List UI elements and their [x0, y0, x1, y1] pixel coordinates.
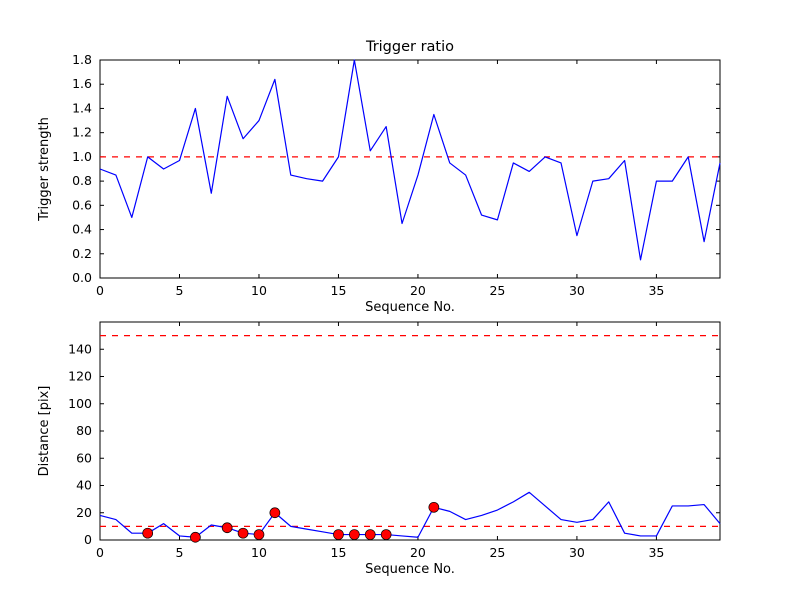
x-tick-label: 25 [489, 545, 505, 560]
x-tick-label: 5 [176, 545, 184, 560]
x-tick-label: 0 [96, 283, 104, 298]
y-tick-label: 80 [76, 423, 92, 438]
y-tick-label: 40 [76, 478, 92, 493]
y-tick-label: 20 [76, 505, 92, 520]
data-point-marker [349, 529, 360, 540]
y-tick-label: 0.0 [72, 270, 92, 285]
y-axis-label: Trigger strength [37, 117, 52, 222]
x-axis-label: Sequence No. [365, 562, 455, 577]
x-tick-label: 30 [569, 283, 585, 298]
y-tick-label: 0 [84, 532, 92, 547]
data-point-marker [333, 529, 344, 540]
y-tick-label: 0.6 [72, 197, 92, 212]
data-point-marker [269, 507, 281, 519]
y-axis-label: Distance [pix] [37, 386, 52, 477]
axes-frame [99, 59, 721, 279]
data-point-marker [237, 527, 249, 539]
chart-title: Trigger ratio [365, 39, 454, 55]
y-tick-label: 0.8 [72, 173, 92, 188]
x-tick-label: 5 [176, 283, 184, 298]
x-tick-label: 25 [489, 283, 505, 298]
x-tick-label: 35 [648, 283, 664, 298]
y-tick-label: 60 [76, 450, 92, 465]
y-tick-label: 1.2 [72, 125, 92, 140]
x-tick-label: 10 [251, 283, 267, 298]
data-point-marker [364, 529, 376, 540]
series-line [99, 491, 721, 538]
x-tick-label: 10 [251, 545, 267, 560]
x-tick-label: 0 [96, 545, 104, 560]
y-tick-label: 0.4 [72, 222, 92, 237]
data-point-marker [428, 501, 440, 513]
subplot: 0 5 10 15 20 25 30 35 0 20 40 60 80 100 120 140 Sequence… [37, 321, 721, 577]
y-tick-label: 1.6 [72, 76, 92, 91]
x-tick-label: 20 [410, 545, 426, 560]
y-tick-label: 140 [68, 341, 92, 356]
axes-frame [99, 321, 721, 541]
data-point-marker [221, 522, 233, 534]
x-tick-label: 35 [648, 545, 664, 560]
y-tick-label: 120 [68, 369, 92, 384]
x-tick-label: 20 [410, 283, 426, 298]
x-tick-label: 30 [569, 545, 585, 560]
subplot: 0 5 10 15 20 25 30 35 0.0 0.2 0.4 0.6 0.8 1.0 1.2 1.4 1.… [37, 39, 721, 315]
data-point-marker [380, 529, 392, 540]
series-line [99, 59, 721, 261]
y-tick-label: 1.4 [72, 100, 92, 115]
data-point-marker [142, 527, 154, 539]
x-axis-label: Sequence No. [365, 300, 455, 315]
x-tick-label: 15 [331, 545, 347, 560]
y-tick-label: 100 [68, 396, 92, 411]
x-tick-label: 15 [331, 283, 347, 298]
y-tick-label: 0.2 [72, 246, 92, 261]
data-point-marker [190, 531, 201, 543]
y-tick-label: 1.0 [72, 149, 92, 164]
y-tick-label: 1.8 [72, 52, 92, 67]
data-point-marker [253, 529, 265, 540]
